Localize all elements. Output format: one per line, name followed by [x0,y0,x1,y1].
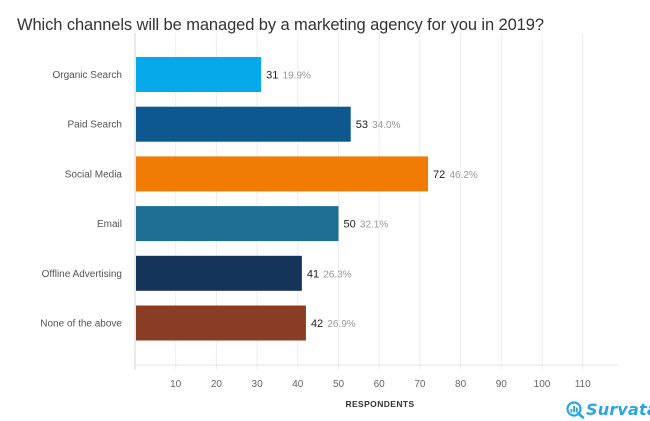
x-axis-label: RESPONDENTS [345,399,414,409]
x-tick-label: 40 [292,379,304,390]
x-tick-label: 110 [575,379,591,390]
x-tick-label: 50 [333,379,345,390]
value-label: 53 [356,119,368,131]
category-label: Offline Advertising [42,269,122,280]
x-tick-label: 80 [455,379,467,390]
percent-label: 34.0% [372,120,400,131]
value-label: 72 [433,169,445,181]
percent-label: 26.3% [323,269,351,280]
bar-offline-advertising [136,255,302,291]
survata-logo: Survata [566,400,650,419]
x-tick-label: 20 [211,379,223,390]
value-labels: 31 19.9% 53 34.0% 72 46.2% 50 32.1% 41 26.3% 42 26.… [266,70,478,331]
category-label: Email [97,219,122,230]
value-label: 42 [311,318,323,330]
magnifier-chart-icon [566,400,585,419]
x-tick-label: 100 [534,379,551,390]
bar-email [136,206,339,242]
bar-none-of-the-above [136,305,306,341]
x-tick-label: 10 [170,379,182,390]
chart-title: Which channels will be managed by a mark… [17,16,544,34]
category-label: Paid Search [68,120,122,131]
bar-social-media [136,156,429,192]
value-label: 31 [266,70,278,82]
category-label: Social Media [65,169,123,180]
value-label: 50 [344,219,356,231]
percent-label: 46.2% [449,170,477,181]
percent-label: 32.1% [360,220,388,231]
bars [136,57,429,341]
bar-organic-search [136,57,262,92]
percent-label: 26.9% [327,319,355,330]
category-labels: Organic Search Paid Search Social Media Ema… [40,70,122,330]
bar-paid-search [136,106,351,142]
x-tick-label: 30 [252,379,264,390]
value-label: 41 [307,268,319,280]
x-tick-label: 70 [414,379,426,390]
brand-name: Survata [586,400,650,419]
x-tick-labels: 10 20 30 40 50 60 70 80 90 100 110 [170,379,591,390]
x-tick-label: 60 [374,379,386,390]
category-label: Organic Search [53,70,122,81]
category-label: None of the above [40,319,122,330]
x-tick-label: 90 [496,379,508,390]
percent-label: 19.9% [283,71,311,82]
